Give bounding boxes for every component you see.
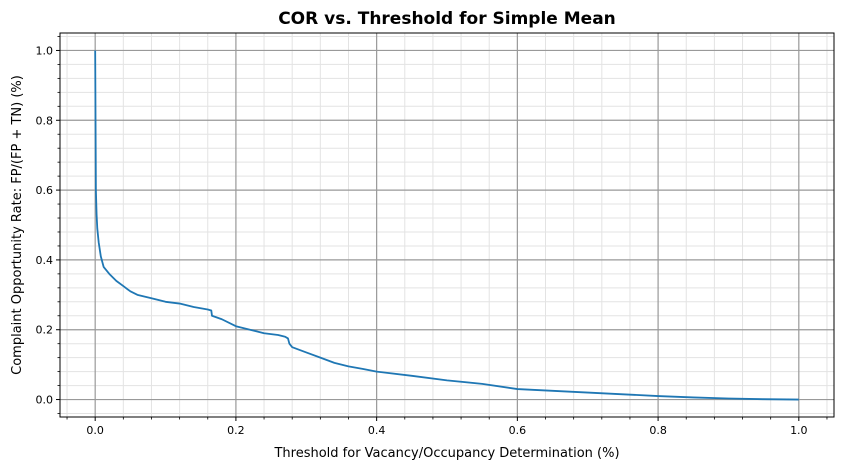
- y-tick-label: 1.0: [36, 44, 54, 57]
- axis-ticks: [56, 36, 828, 421]
- x-tick-label: 0.2: [227, 424, 245, 437]
- x-tick-label: 0.6: [509, 424, 527, 437]
- x-tick-label: 0.8: [649, 424, 667, 437]
- minor-grid: [60, 33, 834, 417]
- y-tick-label: 0.0: [36, 394, 54, 407]
- y-tick-label: 0.2: [36, 324, 54, 337]
- y-tick-label: 0.8: [36, 114, 54, 127]
- chart-title: COR vs. Threshold for Simple Mean: [278, 9, 616, 29]
- x-tick-label: 1.0: [790, 424, 808, 437]
- y-axis-label: Complaint Opportunity Rate: FP/(FP + TN)…: [10, 75, 25, 375]
- x-tick-label: 0.0: [86, 424, 104, 437]
- x-tick-label: 0.4: [368, 424, 386, 437]
- y-tick-label: 0.4: [36, 254, 54, 267]
- major-grid: [60, 33, 834, 417]
- x-axis-label: Threshold for Vacancy/Occupancy Determin…: [273, 446, 619, 461]
- y-tick-label: 0.6: [36, 184, 54, 197]
- plot-area: [59, 32, 835, 418]
- cor-series-line: [94, 50, 799, 401]
- y-tick-labels: 0.0 0.2 0.4 0.6 0.8 1.0: [36, 44, 54, 406]
- x-tick-labels: 0.0 0.2 0.4 0.6 0.8 1.0: [86, 424, 807, 437]
